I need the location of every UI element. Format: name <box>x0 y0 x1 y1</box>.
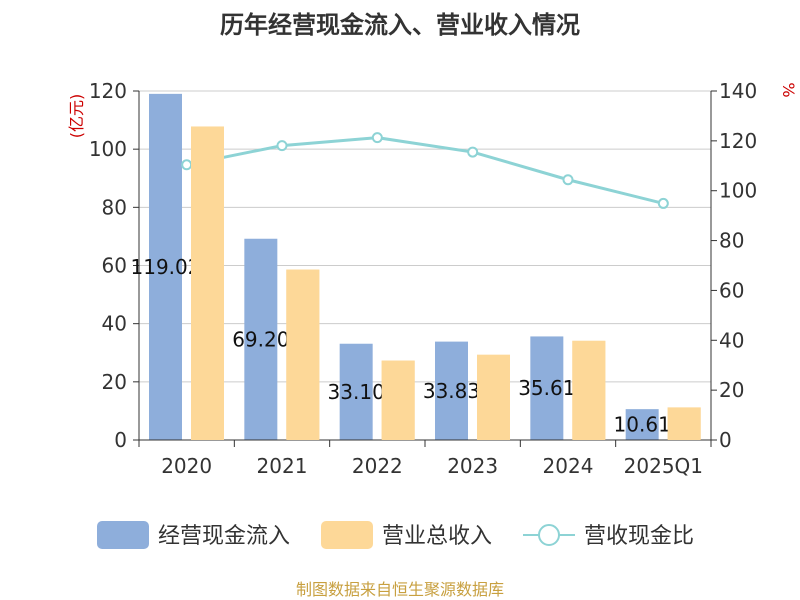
legend-swatch-revenue <box>321 521 373 549</box>
ratio-line <box>181 132 669 209</box>
x-axis-tick-label: 2021 <box>257 454 308 478</box>
bar-cash-inflow <box>244 238 278 440</box>
left-axis-tick-label: 80 <box>102 195 127 219</box>
left-axis-unit: (亿元) <box>67 94 86 139</box>
x-axis-tick-label: 2024 <box>543 454 594 478</box>
footer-source: 制图数据来自恒生聚源数据库 <box>296 580 504 599</box>
bar-cash-inflow <box>149 93 182 441</box>
data-labels: 119.02 69.20 33.10 33.83 35.61 10.61 <box>131 126 701 441</box>
x-axis-tick-label: 2023 <box>447 454 498 478</box>
legend: 经营现金流入 营业总收入 营收现金比 <box>97 521 694 549</box>
x-axis-tick-label: 2020 <box>161 454 212 478</box>
right-axis-tick-label: 100 <box>719 179 757 203</box>
legend-marker-ratio <box>538 524 560 546</box>
right-axis-tick-label: 80 <box>719 229 744 253</box>
bar-cash-inflow <box>530 336 564 440</box>
left-axis-tick-label: 20 <box>102 370 127 394</box>
bar-revenue <box>667 407 701 440</box>
data-label-cash-inflow: 10.61 <box>614 413 671 437</box>
left-axis-tick-label: 100 <box>89 137 127 161</box>
bar-revenue <box>191 126 224 441</box>
bar-revenue <box>286 269 320 440</box>
legend-label-cash-inflow: 经营现金流入 <box>158 524 290 549</box>
ratio-point <box>181 159 193 171</box>
left-axis-tick-label: 120 <box>89 79 127 103</box>
legend-label-revenue: 营业总收入 <box>382 524 492 549</box>
axes: 0 20 40 60 80 100 120 0 20 40 60 80 100 120 140 2020 202… <box>89 79 757 478</box>
bar-cash-inflow <box>435 341 468 440</box>
left-axis-tick-label: 60 <box>102 254 127 278</box>
ratio-point <box>467 146 479 158</box>
legend-label-ratio: 营收现金比 <box>584 524 694 549</box>
bar-cash-inflow <box>625 409 659 440</box>
ratio-point <box>562 174 574 186</box>
data-label-cash-inflow: 35.61 <box>518 376 575 400</box>
bar-cash-inflow <box>339 343 373 440</box>
right-axis-unit: % <box>779 82 798 97</box>
right-axis-tick-label: 0 <box>719 428 732 452</box>
bar-revenue <box>477 354 510 440</box>
right-axis-tick-label: 40 <box>719 328 744 352</box>
bar-revenue <box>381 360 415 440</box>
chart-title: 历年经营现金流入、营业收入情况 <box>220 11 580 39</box>
data-label-cash-inflow: 119.02 <box>131 255 201 279</box>
gridlines <box>139 90 711 383</box>
ratio-point <box>657 197 669 209</box>
left-axis-tick-label: 40 <box>102 312 127 336</box>
data-label-cash-inflow: 69.20 <box>232 327 289 351</box>
ratio-point <box>371 132 383 144</box>
ratio-line-path <box>186 136 664 205</box>
left-axis-tick-label: 0 <box>114 428 127 452</box>
x-axis-tick-label: 2022 <box>352 454 403 478</box>
x-axis-tick-label: 2025Q1 <box>624 454 703 478</box>
bar-revenue <box>572 340 606 440</box>
right-axis-tick-label: 120 <box>719 129 757 153</box>
data-label-cash-inflow: 33.10 <box>328 380 385 404</box>
data-label-cash-inflow: 33.83 <box>423 379 480 403</box>
legend-swatch-cash-inflow <box>97 521 149 549</box>
right-axis-tick-label: 140 <box>719 79 757 103</box>
right-axis-tick-label: 60 <box>719 278 744 302</box>
ratio-point <box>276 140 288 152</box>
right-axis-tick-label: 20 <box>719 378 744 402</box>
